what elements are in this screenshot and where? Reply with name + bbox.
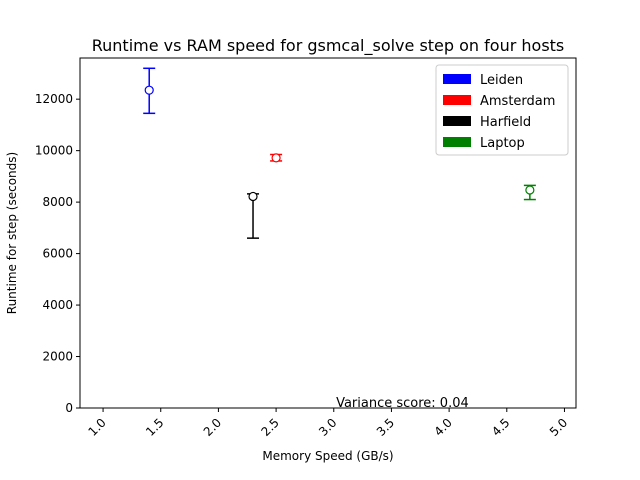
legend-box [435,64,569,156]
variance-annotation: Variance score: 0.04 [336,396,469,411]
axes-frame [79,57,577,409]
data-point-amsterdam [271,153,281,163]
y-axis-label: Runtime for step (seconds) [5,152,19,314]
y-tick-label: 0 [65,401,73,415]
data-point-leiden [144,85,154,95]
legend-swatch-laptop [443,137,471,147]
y-tick-label: 10000 [35,144,73,158]
y-axis: 0 2000 4000 6000 8000 10000 12000 [35,92,80,415]
series-harfield [247,191,260,239]
series-laptop [523,184,536,201]
legend-label-laptop: Laptop [480,136,525,151]
legend-label-leiden: Leiden [480,73,523,88]
legend-label-amsterdam: Amsterdam [480,94,555,109]
legend-swatch-harfield [443,116,471,126]
legend-swatch-leiden [443,74,471,84]
y-tick-label: 12000 [35,92,73,106]
data-point-harfield [248,191,258,202]
legend-label-harfield: Harfield [480,115,531,130]
chart-title: Runtime vs RAM speed for gsmcal_solve st… [92,36,565,56]
y-tick-label: 8000 [42,195,73,209]
y-tick-label: 2000 [42,350,73,364]
legend: Leiden Amsterdam Harfield Laptop [435,64,569,156]
legend-swatch-amsterdam [443,95,471,105]
y-tick-label: 6000 [42,247,73,261]
y-tick-label: 4000 [42,298,73,312]
data-point-laptop [525,185,535,195]
series-leiden [143,67,156,115]
x-axis-label: Memory Speed (GB/s) [262,449,393,463]
series-amsterdam [270,153,283,163]
plot-area [143,67,536,239]
